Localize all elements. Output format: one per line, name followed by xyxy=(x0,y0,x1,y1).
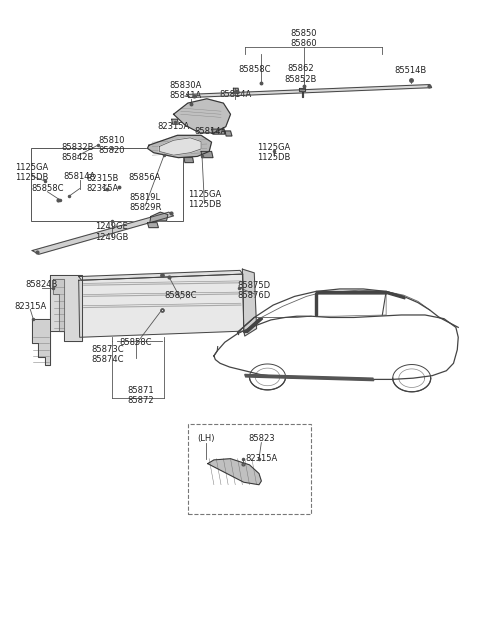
Polygon shape xyxy=(150,212,168,222)
Text: 82315B
82315A: 82315B 82315A xyxy=(86,174,119,193)
Bar xyxy=(188,424,311,514)
Polygon shape xyxy=(225,131,232,136)
Text: 85858C: 85858C xyxy=(31,184,64,193)
Polygon shape xyxy=(79,271,243,280)
Text: (LH): (LH) xyxy=(197,434,215,443)
Text: 85875D
85876D: 85875D 85876D xyxy=(238,281,271,300)
Text: 85824B: 85824B xyxy=(25,279,58,289)
Polygon shape xyxy=(172,119,179,124)
Text: 85871
85872: 85871 85872 xyxy=(127,386,154,405)
Polygon shape xyxy=(386,291,405,299)
Polygon shape xyxy=(32,319,50,364)
Text: 85819L
85829R: 85819L 85829R xyxy=(129,192,161,212)
Text: 85873C
85874C: 85873C 85874C xyxy=(92,345,124,364)
Polygon shape xyxy=(147,136,212,158)
Text: 82315A: 82315A xyxy=(157,122,190,131)
Text: 82315A: 82315A xyxy=(245,454,277,462)
Polygon shape xyxy=(159,138,201,155)
Polygon shape xyxy=(245,374,374,381)
Polygon shape xyxy=(201,151,213,158)
Text: 85850
85860: 85850 85860 xyxy=(291,29,317,48)
Text: 85514B: 85514B xyxy=(395,66,427,76)
Text: 85814A: 85814A xyxy=(219,90,252,99)
Bar xyxy=(31,148,183,221)
Polygon shape xyxy=(184,158,193,162)
Text: 1125GA
1125DB: 1125GA 1125DB xyxy=(188,190,221,209)
Text: 85862
85852B: 85862 85852B xyxy=(285,64,317,84)
Text: 1249GE
1249GB: 1249GE 1249GB xyxy=(95,222,129,242)
Polygon shape xyxy=(187,84,432,98)
Polygon shape xyxy=(316,291,387,294)
Text: 85814A: 85814A xyxy=(63,172,96,181)
Polygon shape xyxy=(50,276,83,341)
Polygon shape xyxy=(242,269,257,336)
Text: 85858C: 85858C xyxy=(120,338,152,347)
Polygon shape xyxy=(212,129,225,134)
Text: 1125GA
1125DB: 1125GA 1125DB xyxy=(15,162,49,182)
Polygon shape xyxy=(53,279,64,331)
Text: 85858C: 85858C xyxy=(165,291,197,299)
Text: 85856A: 85856A xyxy=(128,173,160,182)
Text: 85832B
85842B: 85832B 85842B xyxy=(61,143,94,162)
Polygon shape xyxy=(147,222,158,228)
Text: 85810
85820: 85810 85820 xyxy=(99,136,125,155)
Polygon shape xyxy=(233,88,239,93)
Polygon shape xyxy=(32,212,174,254)
Text: 85830A
85841A: 85830A 85841A xyxy=(169,81,202,101)
Polygon shape xyxy=(315,292,317,315)
Text: 1125GA
1125DB: 1125GA 1125DB xyxy=(257,143,291,162)
Polygon shape xyxy=(208,459,261,485)
Text: 85823: 85823 xyxy=(248,434,275,443)
Polygon shape xyxy=(79,274,244,338)
Text: 82315A: 82315A xyxy=(14,302,47,311)
Polygon shape xyxy=(299,88,305,97)
Polygon shape xyxy=(174,99,230,133)
Text: 85858C: 85858C xyxy=(238,64,271,74)
Text: 85814A: 85814A xyxy=(194,127,227,136)
Polygon shape xyxy=(244,319,263,332)
